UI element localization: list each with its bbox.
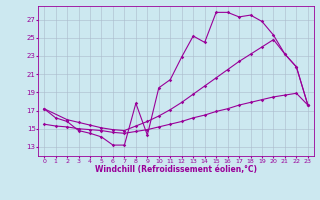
X-axis label: Windchill (Refroidissement éolien,°C): Windchill (Refroidissement éolien,°C) bbox=[95, 165, 257, 174]
